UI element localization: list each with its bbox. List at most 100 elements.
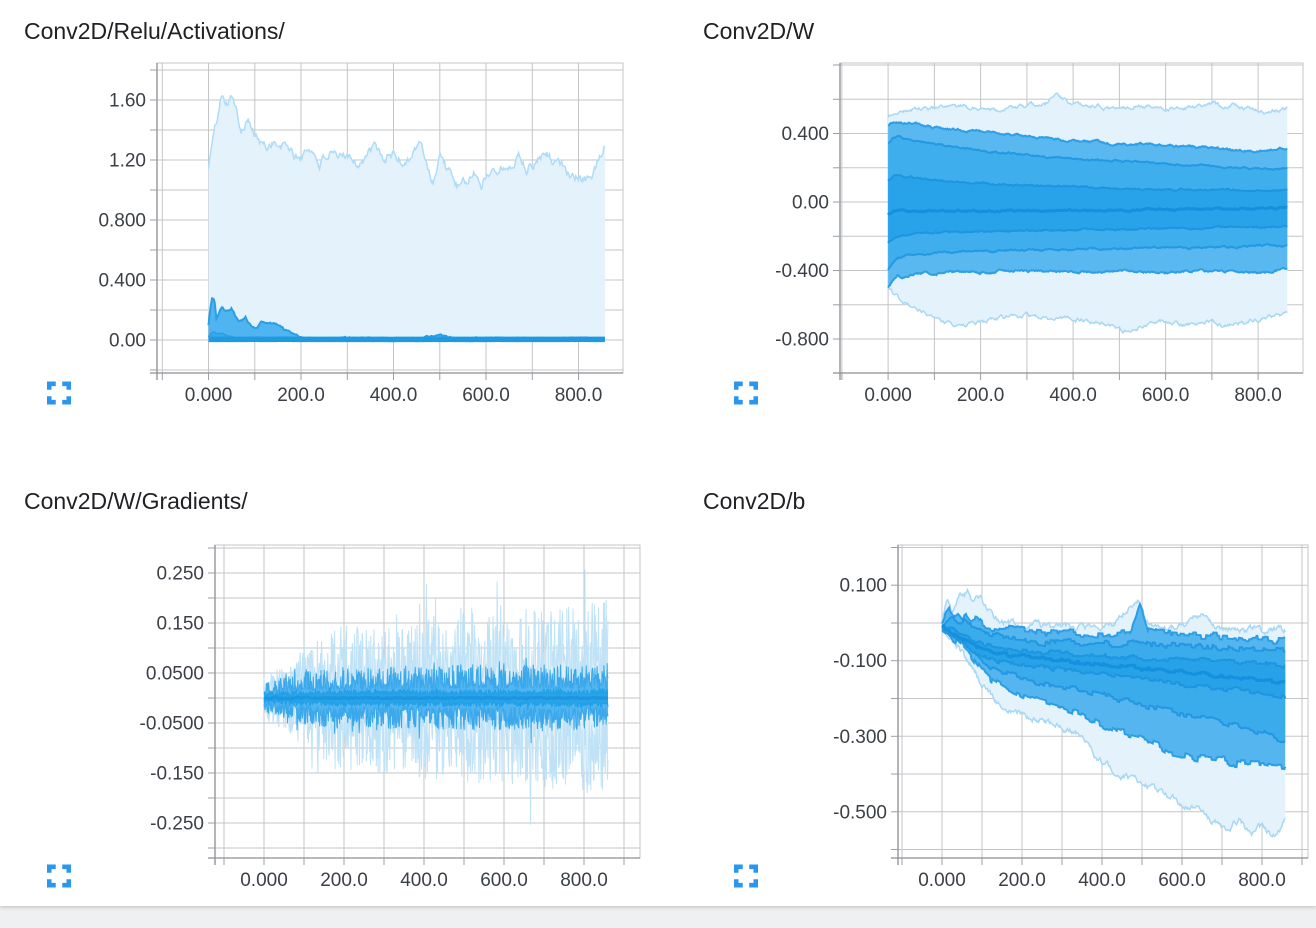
y-tick-label: -0.400 xyxy=(775,261,829,282)
band-edge-lo xyxy=(941,629,1287,770)
band-p7_93 xyxy=(208,298,605,341)
y-tick-label: -0.150 xyxy=(150,764,204,785)
y-tick-label: -0.800 xyxy=(775,330,829,351)
y-tick-label: -0.300 xyxy=(833,727,887,748)
plot-border xyxy=(156,62,624,374)
y-tick-label: 0.100 xyxy=(839,576,887,597)
y-tick-label: 0.250 xyxy=(156,564,204,585)
x-tick-label: 600.0 xyxy=(462,385,510,406)
band-p7_93 xyxy=(942,604,1286,769)
percentile-bands xyxy=(941,587,1287,838)
y-tick-label: 0.400 xyxy=(98,271,146,292)
y-tick-label: -0.250 xyxy=(150,814,204,835)
y-tick-label: -0.100 xyxy=(833,651,887,672)
y-tick-label: 0.400 xyxy=(781,124,829,145)
band-edge-lo xyxy=(941,629,1286,838)
band-p31_69 xyxy=(888,175,1288,243)
band-p31_69 xyxy=(942,626,1286,699)
x-tick-label: 200.0 xyxy=(998,870,1046,891)
expand-chart-button[interactable] xyxy=(732,863,760,889)
distribution-chart-gradients: 0.000 200.0 400.0 600.0 800.0 0.250 0.150 0.050… xyxy=(140,544,641,891)
plot-border xyxy=(214,544,641,859)
expand-icon xyxy=(46,381,72,405)
y-tick-label: -0.500 xyxy=(833,802,887,823)
chart-title-w: Conv2D/W xyxy=(703,18,815,44)
band-edge-lo xyxy=(263,699,609,711)
band-p7_93 xyxy=(888,122,1288,288)
x-tick-label: 200.0 xyxy=(320,870,368,891)
percentile-bands xyxy=(263,569,609,825)
band-edge-hi xyxy=(263,657,609,695)
band-p16_84 xyxy=(208,331,605,341)
chart-title-gradients: Conv2D/W/Gradients/ xyxy=(24,488,248,514)
band-edge-lo xyxy=(887,224,1288,244)
band-p7_93 xyxy=(264,657,608,743)
distribution-chart-activations: 0.000 200.0 400.0 600.0 800.0 0.00 0.400 0.800 1… xyxy=(98,62,624,406)
plot-border xyxy=(897,544,1309,859)
median-line xyxy=(887,205,1288,216)
y-tick-label: 0.800 xyxy=(98,211,146,232)
chart-cell-w: Conv2D/W 0.000 200.0 400.0 600.0 800.0 0.400 0… xyxy=(658,0,1316,464)
expand-icon xyxy=(46,864,72,888)
x-tick-label: 800.0 xyxy=(555,385,603,406)
band-edge-hi xyxy=(887,173,1288,193)
band-edge-hi xyxy=(207,297,606,343)
x-tick-label: 400.0 xyxy=(370,385,418,406)
chart-title-b: Conv2D/b xyxy=(703,488,806,514)
band-edge-lo xyxy=(263,701,609,744)
band-edge-lo xyxy=(263,702,609,825)
charts-panel: Conv2D/Relu/Activations/ 0.000 200.0 400.0… xyxy=(0,0,1316,906)
x-tick-label: 600.0 xyxy=(1158,870,1206,891)
band-edge-hi xyxy=(263,686,609,698)
x-tick-label: 600.0 xyxy=(480,870,528,891)
median-line xyxy=(941,623,1286,685)
band-p16_84 xyxy=(942,617,1286,743)
y-tick-label: 1.60 xyxy=(109,91,146,112)
median-line xyxy=(263,695,608,701)
x-tick-label: 200.0 xyxy=(957,385,1005,406)
band-edge-hi xyxy=(263,569,609,694)
x-tick-label: 400.0 xyxy=(1049,385,1097,406)
x-tick-label: 400.0 xyxy=(400,870,448,891)
band-edge-hi xyxy=(941,601,1286,645)
band-edge-hi xyxy=(941,626,1286,669)
band-edge-hi xyxy=(941,616,1286,653)
plot-border xyxy=(839,62,1304,374)
x-tick-label: 0.000 xyxy=(918,870,966,891)
percentile-bands xyxy=(887,92,1288,335)
y-tick-label: 0.00 xyxy=(792,193,829,214)
x-tick-label: 0.000 xyxy=(185,385,233,406)
band-minmax xyxy=(264,569,608,825)
band-edge-hi xyxy=(941,587,1286,636)
expand-icon xyxy=(733,381,759,405)
chart-title-activations: Conv2D/Relu/Activations/ xyxy=(24,18,285,44)
band-minmax xyxy=(942,589,1286,837)
band-edge-lo xyxy=(887,242,1288,271)
band-edge-hi xyxy=(887,134,1288,171)
y-tick-label: 0.150 xyxy=(156,614,204,635)
expand-chart-button[interactable] xyxy=(45,863,73,889)
expand-chart-button[interactable] xyxy=(732,380,760,406)
percentile-bands xyxy=(207,94,606,343)
x-tick-label: 0.000 xyxy=(240,870,288,891)
chart-cell-activations: Conv2D/Relu/Activations/ 0.000 200.0 400.0… xyxy=(0,0,658,464)
x-tick-label: 800.0 xyxy=(1234,385,1282,406)
x-tick-label: 0.000 xyxy=(864,385,912,406)
band-edge-lo xyxy=(887,286,1288,335)
x-tick-label: 600.0 xyxy=(1142,385,1190,406)
band-edge-hi xyxy=(887,92,1288,118)
chart-cell-gradients: Conv2D/W/Gradients/ 0.000 200.0 400.0 600.0… xyxy=(0,464,658,928)
x-tick-label: 800.0 xyxy=(1238,870,1286,891)
band-edge-hi xyxy=(887,121,1288,154)
band-edge-lo xyxy=(941,625,1287,700)
x-tick-label: 200.0 xyxy=(277,385,325,406)
band-minmax xyxy=(208,95,605,341)
chart-cell-b: Conv2D/b 0.000 200.0 400.0 600.0 800.0 0.100 -… xyxy=(658,464,1316,928)
band-p31_69 xyxy=(264,686,608,710)
band-edge-lo xyxy=(887,266,1288,289)
x-tick-label: 400.0 xyxy=(1078,870,1126,891)
band-edge-hi xyxy=(207,331,605,342)
expand-chart-button[interactable] xyxy=(45,380,73,406)
y-tick-label: 0.00 xyxy=(109,331,146,352)
